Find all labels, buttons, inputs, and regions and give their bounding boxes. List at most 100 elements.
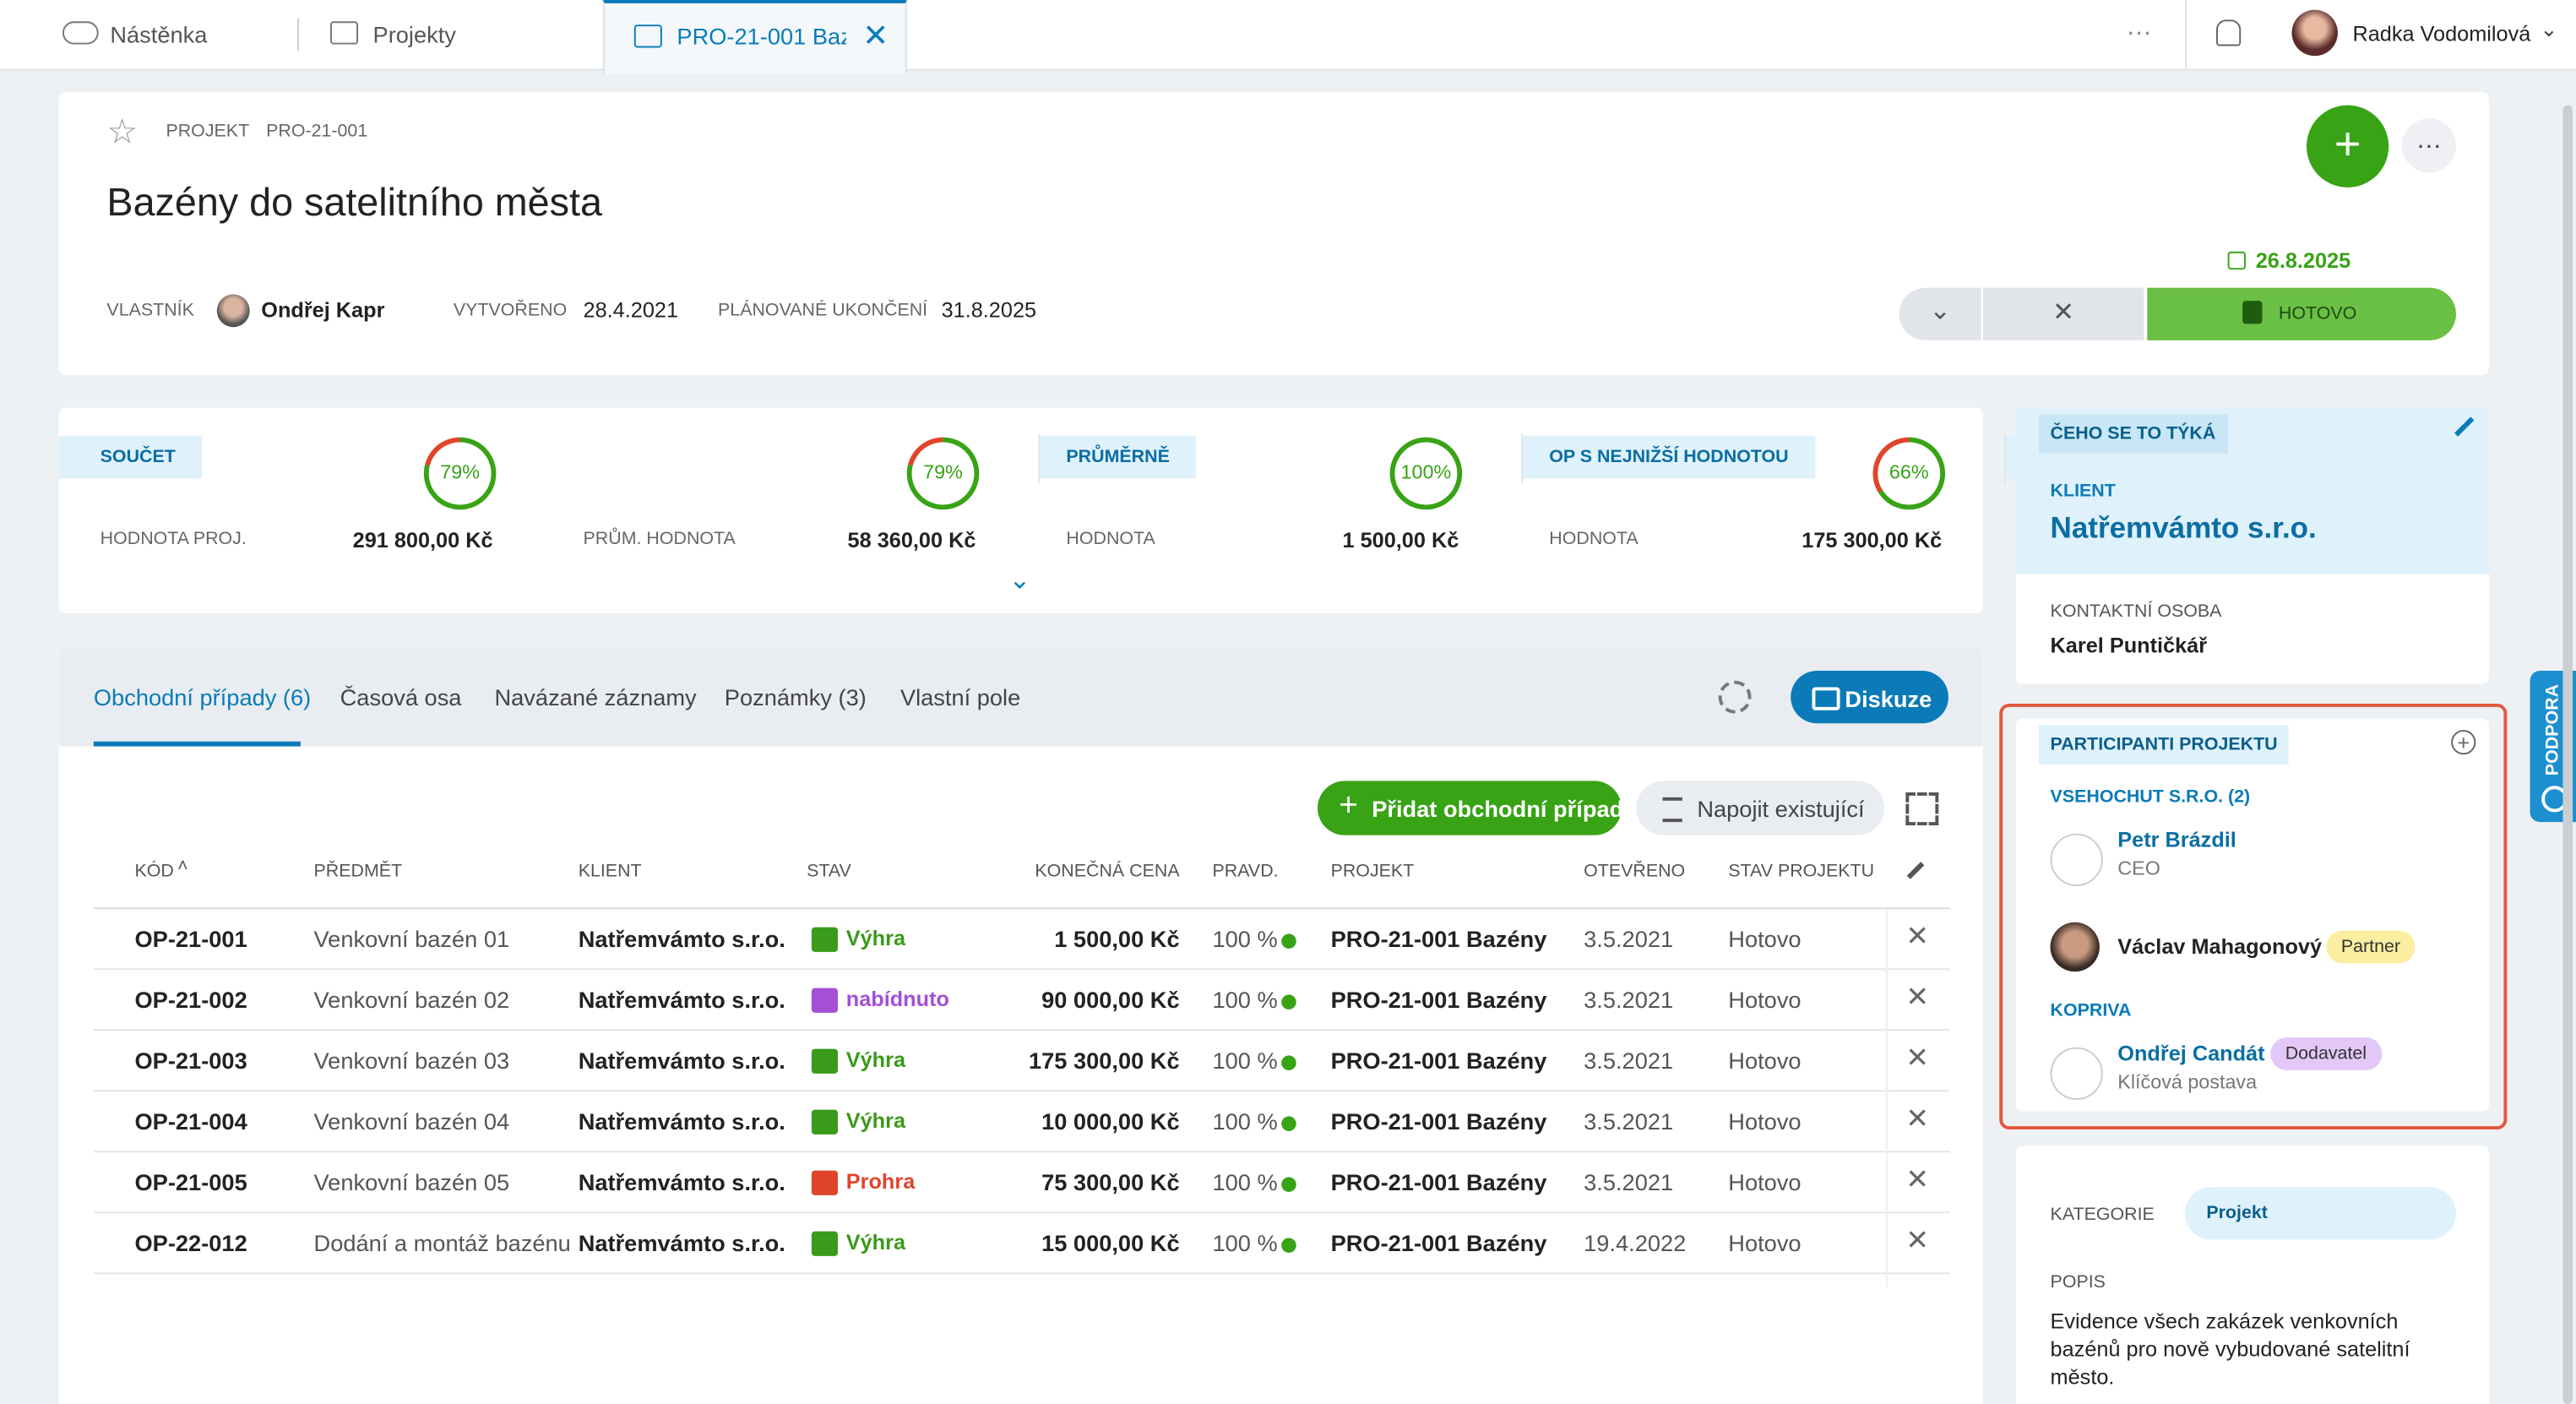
cell: Venkovní bazén 01 <box>313 925 510 952</box>
divider <box>1038 433 1041 484</box>
expand[interactable]: ⌄ <box>1008 567 1031 596</box>
more-button[interactable]: … <box>2401 118 2456 173</box>
row-line <box>93 968 1950 971</box>
cell: 100 % <box>1212 1107 1278 1135</box>
sort-arrow: ˄ <box>177 856 188 877</box>
stat-ring: 100% <box>1389 437 1463 510</box>
link-existing-button[interactable]: Napojit existující <box>1636 781 1885 835</box>
divider <box>2004 433 2007 484</box>
link-icon <box>1662 797 1682 823</box>
contact-label: KONTAKTNÍ OSOBA <box>2050 601 2222 622</box>
about-title: ČEHO SE TO TÝKÁ <box>2038 414 2227 454</box>
add-button[interactable]: + <box>2306 105 2389 188</box>
top-tab[interactable]: Projekty <box>372 21 456 48</box>
remove-row[interactable]: ✕ <box>1905 981 1930 1013</box>
top-tab[interactable]: Nástěnka <box>110 21 208 48</box>
cell: Natřemvámto s.r.o. <box>578 925 785 952</box>
stat-label: HODNOTA <box>1066 529 1155 550</box>
owner-label: VLASTNÍK <box>106 301 194 321</box>
cancel-button[interactable]: ✕ <box>1982 287 2144 340</box>
cell: OP-21-001 <box>134 925 247 952</box>
ring-inner <box>1878 442 1941 505</box>
row-line <box>93 1029 1950 1031</box>
remove-row[interactable]: ✕ <box>1905 1224 1930 1256</box>
column-header[interactable]: KÓD <box>134 861 174 882</box>
close-tab[interactable]: ✕ <box>862 19 889 55</box>
person-name[interactable]: Petr Brázdil <box>2117 826 2236 852</box>
cell: PRO-21-001 Bazény <box>1330 1168 1547 1195</box>
avatar <box>2291 9 2338 57</box>
caret[interactable]: ⌄ <box>2540 16 2558 41</box>
column-header[interactable]: PŘEDMĚT <box>313 861 403 882</box>
tab[interactable]: Obchodní případy (6) <box>93 683 312 710</box>
cell: Hotovo <box>1728 1229 1802 1256</box>
done-button[interactable]: HOTOVO <box>2147 287 2456 340</box>
cell: PRO-21-001 Bazény <box>1330 986 1547 1013</box>
probability-dot <box>1281 1055 1296 1070</box>
person-name[interactable]: Ondřej Candát <box>2117 1040 2265 1066</box>
bell[interactable] <box>2216 19 2242 46</box>
column-header[interactable]: PRAVD. <box>1212 861 1279 882</box>
divider <box>2185 0 2187 69</box>
column-header[interactable]: STAV PROJEKTU <box>1728 861 1875 882</box>
person-name[interactable]: Václav Mahagonový <box>2117 933 2323 959</box>
cell: Natřemvámto s.r.o. <box>578 1229 785 1256</box>
column-header[interactable]: STAV <box>807 861 851 882</box>
cell: Natřemvámto s.r.o. <box>578 1107 785 1135</box>
tab[interactable]: Vlastní pole <box>899 683 1021 710</box>
person-role: CEO <box>2117 856 2160 880</box>
contact: Karel Puntičkář <box>2050 633 2208 658</box>
row-line <box>93 1090 1950 1092</box>
edit-columns[interactable] <box>1906 862 1925 879</box>
client[interactable]: Natřemvámto s.r.o. <box>2050 511 2317 545</box>
tab[interactable]: Časová osa <box>340 683 462 710</box>
cell: 3.5.2021 <box>1584 1168 1674 1195</box>
tab[interactable]: Poznámky (3) <box>724 683 867 710</box>
ring-inner <box>911 442 975 505</box>
project-label: PROJEKT <box>166 122 250 142</box>
person-avatar <box>2050 1047 2103 1100</box>
star[interactable]: ☆ <box>106 113 139 152</box>
remove-row[interactable]: ✕ <box>1905 920 1930 952</box>
stat-ring: 66% <box>1872 437 1946 510</box>
created: 28.4.2021 <box>583 297 679 323</box>
cell: 100 % <box>1212 925 1278 952</box>
column-header[interactable]: KONEČNÁ CENA <box>1035 861 1180 882</box>
more[interactable]: … <box>2126 13 2155 41</box>
add-deal-button[interactable]: + Přidat obchodní případ <box>1318 781 1623 835</box>
cell: Natřemvámto s.r.o. <box>578 1168 785 1195</box>
scrollbar <box>2562 105 2573 1404</box>
cell: 3.5.2021 <box>1584 1047 1674 1074</box>
about-card: ČEHO SE TO TÝKÁ KLIENT Natřemvámto s.r.o. K… <box>2015 407 2489 684</box>
stat-title: OP S NEJNIŽŠÍ HODNOTOU <box>1523 435 1815 479</box>
details-card: KATEGORIE Projekt POPIS Evidence všech zaká… <box>2015 1146 2489 1404</box>
active-tab[interactable]: PRO-21-001 Bazé ✕ <box>602 0 907 74</box>
remove-row[interactable]: ✕ <box>1905 1102 1930 1135</box>
cell: PRO-21-001 Bazény <box>1330 1107 1547 1135</box>
participants-title: PARTICIPANTI PROJEKTU <box>2038 725 2290 765</box>
tab[interactable]: Navázané záznamy <box>494 683 697 710</box>
tab-underline <box>93 741 301 747</box>
row-line <box>93 1211 1950 1214</box>
column-header[interactable]: PROJEKT <box>1330 861 1415 882</box>
cell: Hotovo <box>1728 925 1802 952</box>
cell: Hotovo <box>1728 1107 1802 1135</box>
column-header[interactable]: OTEVŘENO <box>1584 861 1686 882</box>
discuss-button[interactable]: Diskuze <box>1791 671 1948 724</box>
remove-row[interactable]: ✕ <box>1905 1163 1930 1195</box>
top-bar: Nástěnka Projekty PRO-21-001 Bazé ✕ … Radka V… <box>0 0 2576 74</box>
tab-icon <box>633 24 662 48</box>
remove-row[interactable]: ✕ <box>1905 1042 1930 1074</box>
dropdown-button[interactable]: ⌄ <box>1899 287 1981 340</box>
settings[interactable] <box>1718 680 1752 714</box>
support-label: PODPORA <box>2543 683 2563 776</box>
link-label: Napojit existující <box>1697 795 1865 823</box>
row-line <box>93 1272 1950 1275</box>
add-participant[interactable]: + <box>2451 730 2476 755</box>
user-name[interactable]: Radka Vodomilová <box>2352 21 2531 46</box>
project-header: ☆ PROJEKT PRO-21-001 Bazény do satelitního … <box>59 91 2489 375</box>
status-icon <box>811 1231 839 1256</box>
expand-table[interactable] <box>1905 792 1939 825</box>
column-header[interactable]: KLIENT <box>578 861 642 882</box>
